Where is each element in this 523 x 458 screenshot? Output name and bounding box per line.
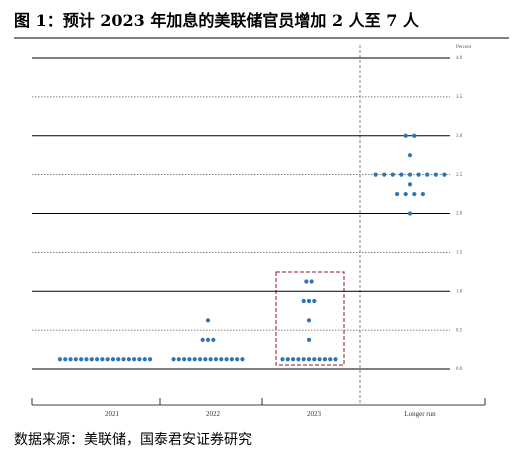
dot — [333, 357, 338, 362]
dot — [147, 357, 153, 362]
dot — [373, 172, 378, 177]
dot — [126, 357, 131, 362]
dot — [403, 191, 408, 197]
y-tick-label: 4.0 — [456, 56, 463, 61]
dot — [235, 357, 240, 362]
dot — [296, 357, 301, 362]
dot — [110, 357, 116, 362]
dot — [306, 318, 312, 323]
dot — [205, 318, 211, 323]
dot — [187, 357, 192, 362]
y-axis-label: Percent — [456, 45, 472, 50]
dot — [219, 357, 224, 362]
x-tick-label: 2022 — [206, 410, 221, 418]
dot — [121, 357, 126, 362]
y-tick-label: 1.0 — [456, 289, 463, 294]
dot — [390, 172, 395, 177]
dot — [79, 357, 84, 362]
dot — [309, 279, 314, 284]
dot — [132, 357, 137, 362]
dot — [382, 172, 387, 177]
dot — [68, 357, 73, 362]
dot — [317, 357, 322, 362]
dot — [229, 357, 234, 362]
dot — [328, 357, 333, 362]
dot — [280, 357, 285, 362]
dot — [301, 357, 306, 362]
dot — [312, 357, 317, 362]
dot — [89, 357, 94, 362]
title: 图 1：预计 2023 年加息的美联储官员增加 2 人至 7 人 — [14, 11, 420, 30]
dot — [285, 357, 290, 362]
dot — [306, 357, 312, 362]
y-tick-label: 0.0 — [456, 367, 463, 372]
dot — [182, 357, 187, 362]
dot — [84, 357, 89, 362]
dot — [291, 357, 296, 362]
y-tick-label: 2.0 — [456, 212, 463, 217]
dot — [407, 211, 413, 216]
dot — [57, 357, 63, 362]
dot — [306, 298, 312, 304]
highlight-box — [275, 271, 345, 366]
dot — [304, 279, 309, 284]
y-tick-label: 0.5 — [456, 328, 463, 333]
dot — [197, 357, 203, 362]
dot — [208, 357, 213, 362]
dot — [137, 357, 142, 362]
y-tick-label: 3.0 — [456, 134, 463, 139]
dot — [420, 191, 425, 197]
dot — [312, 298, 317, 304]
source: 数据来源：美联储，国泰君安证券研究 — [14, 432, 252, 448]
dot — [412, 133, 417, 138]
dot — [240, 357, 245, 362]
dot — [73, 357, 78, 362]
dot — [407, 172, 413, 177]
dot — [306, 337, 312, 342]
x-tick-label: 2021 — [105, 410, 120, 418]
dot — [322, 357, 327, 362]
dot — [407, 182, 413, 187]
y-tick-label: 3.5 — [456, 95, 463, 100]
x-tick-label: 2023 — [307, 410, 322, 418]
dot — [63, 357, 68, 362]
dot — [224, 357, 229, 362]
dot — [205, 337, 211, 342]
dot — [425, 172, 430, 177]
y-tick-label: 2.5 — [456, 173, 463, 178]
dot — [301, 298, 306, 304]
dot — [407, 153, 413, 158]
dot — [171, 357, 176, 362]
dot — [211, 337, 216, 342]
dot — [105, 357, 110, 362]
dot — [433, 172, 438, 177]
dot — [192, 357, 197, 362]
dot — [176, 357, 181, 362]
dot — [200, 337, 205, 342]
dot — [100, 357, 105, 362]
dot — [116, 357, 121, 362]
dot — [403, 133, 408, 138]
dot — [395, 191, 400, 197]
dot — [213, 357, 219, 362]
x-tick-label: Longer run — [404, 410, 436, 418]
dot — [399, 172, 404, 177]
dot — [412, 191, 417, 197]
y-tick-label: 1.5 — [456, 251, 463, 256]
dot — [94, 357, 100, 362]
dot — [142, 357, 147, 362]
dot — [416, 172, 421, 177]
dot — [442, 172, 447, 177]
dot — [203, 357, 208, 362]
